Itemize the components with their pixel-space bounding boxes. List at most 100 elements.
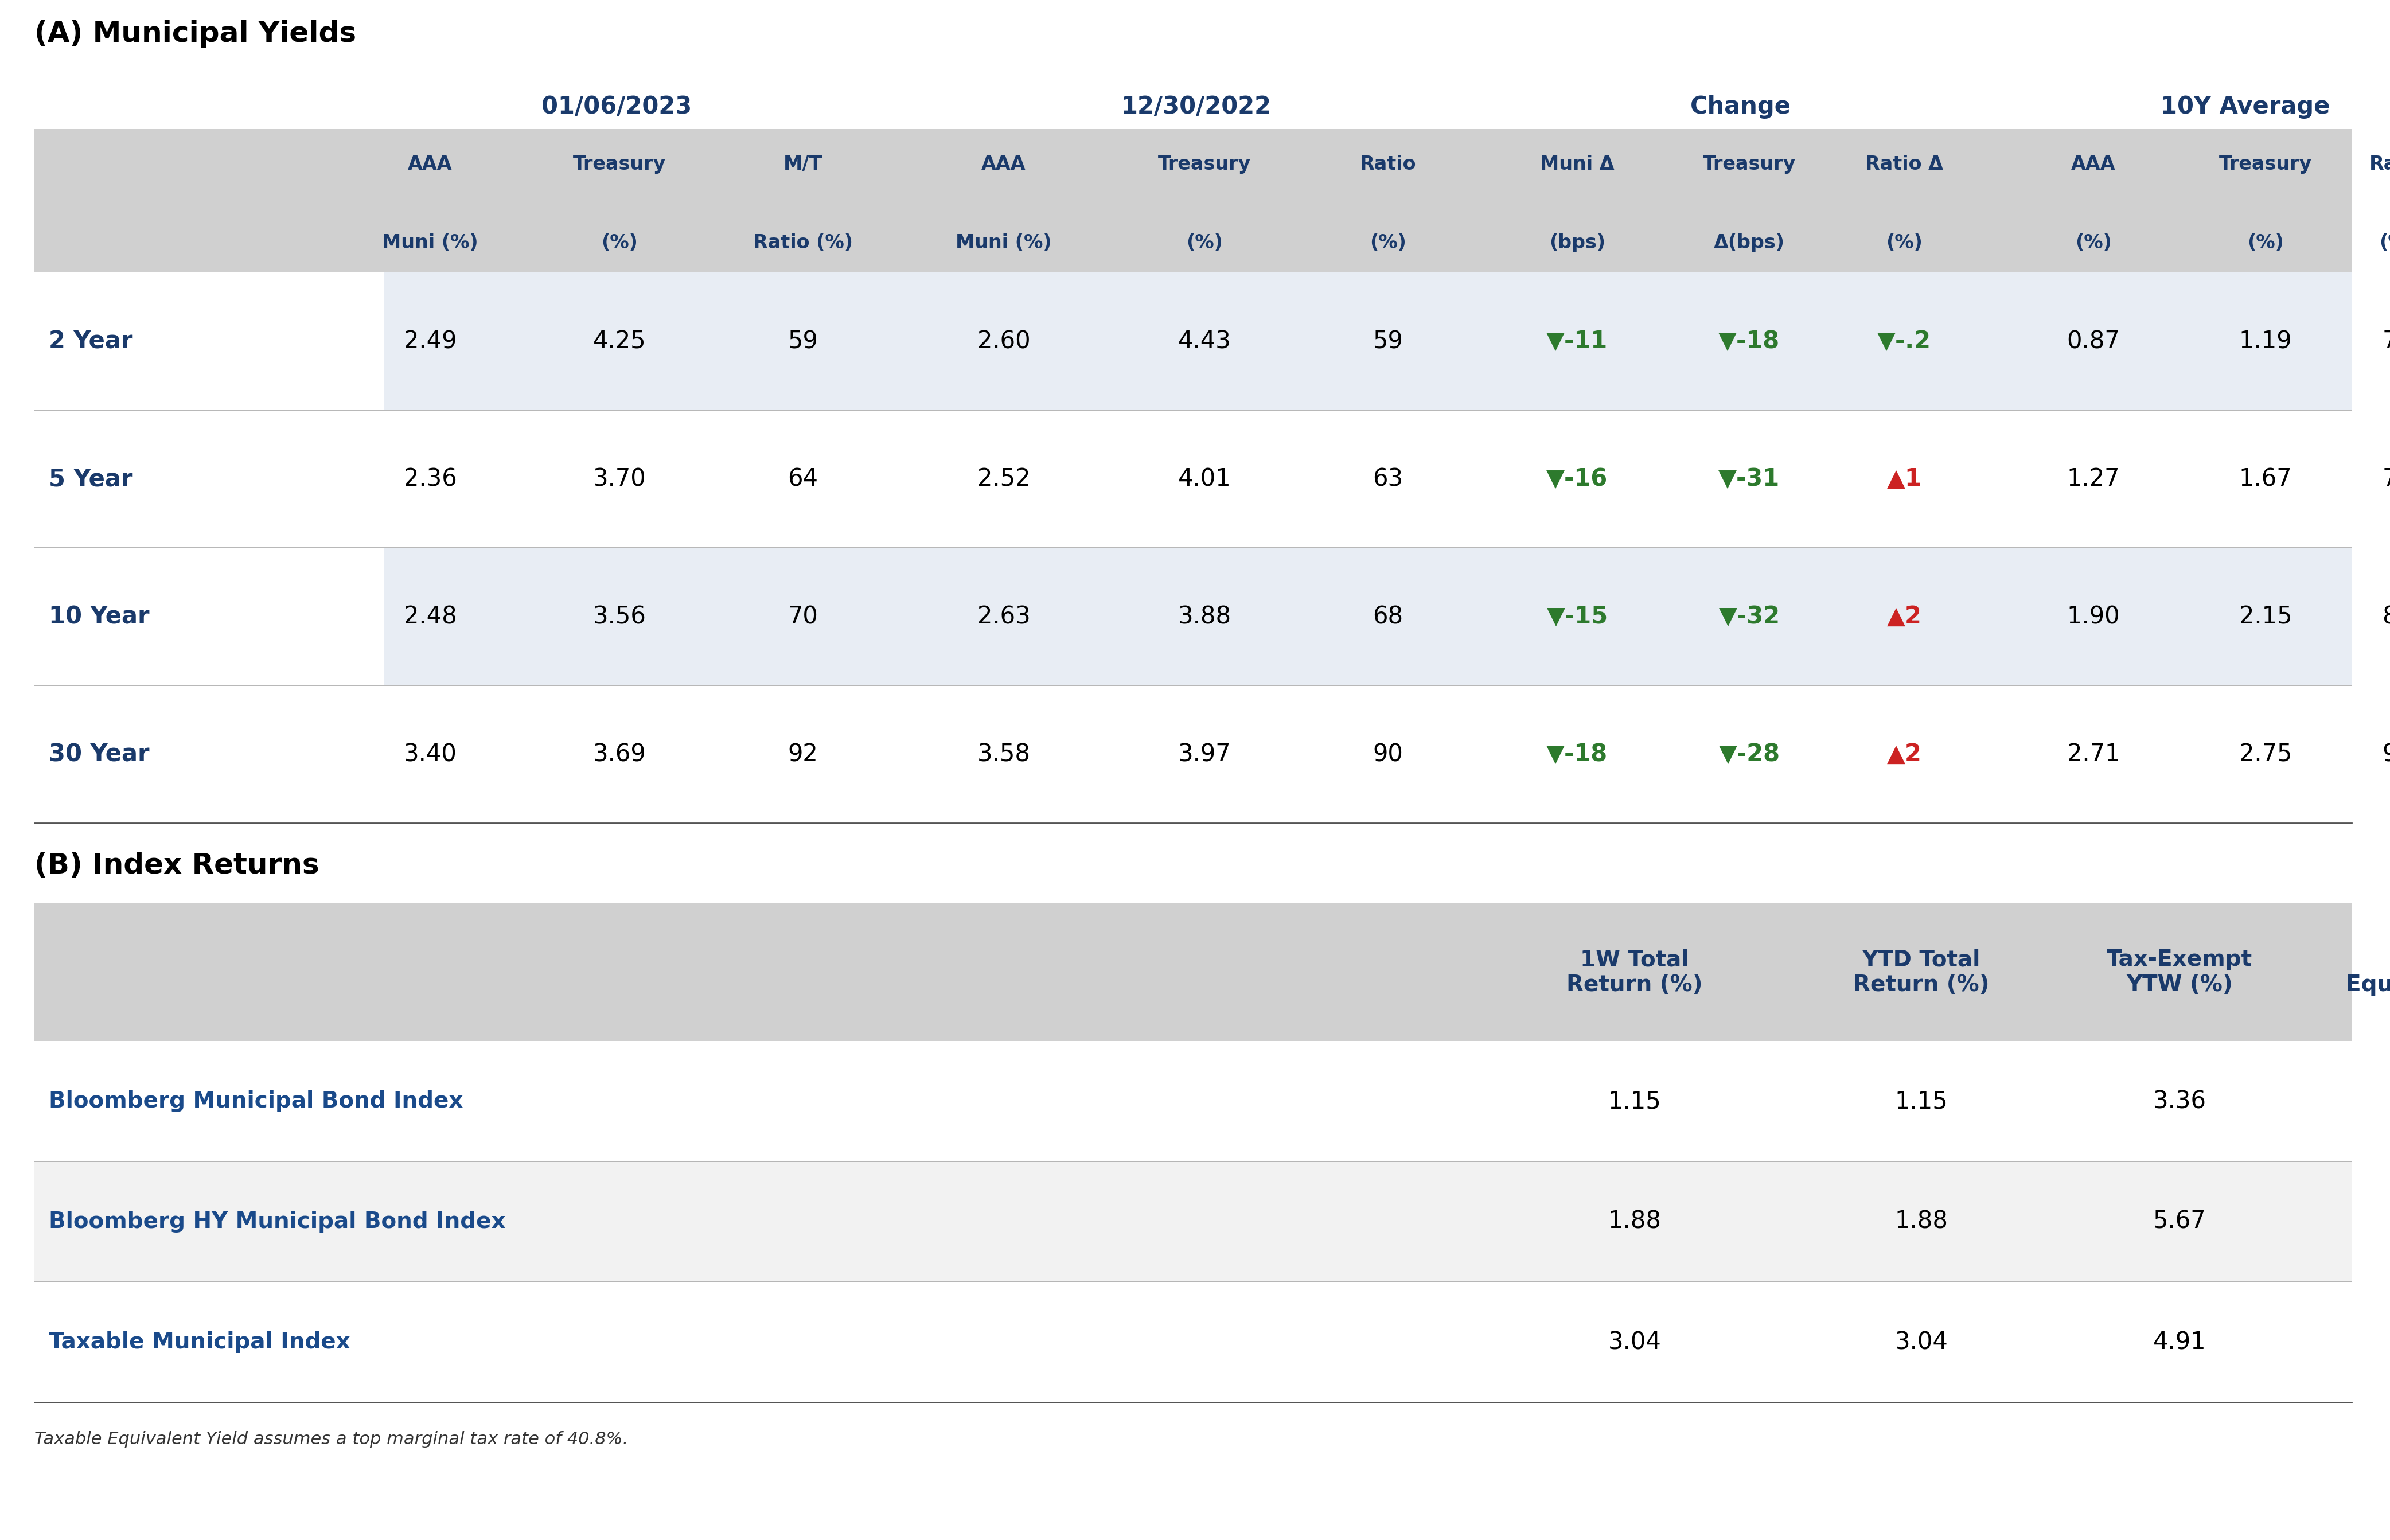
Text: Ratio (%): Ratio (%) xyxy=(753,234,853,253)
Text: Bloomberg Municipal Bond Index: Bloomberg Municipal Bond Index xyxy=(48,1090,464,1112)
Text: 10 Year: 10 Year xyxy=(48,605,151,628)
Text: (%): (%) xyxy=(2378,234,2390,253)
Text: ▼-11: ▼-11 xyxy=(1546,330,1608,353)
Text: 3.36: 3.36 xyxy=(2153,1089,2206,1113)
Text: 76: 76 xyxy=(2383,467,2390,491)
Text: 4.43: 4.43 xyxy=(1178,330,1231,353)
Text: 1.88: 1.88 xyxy=(1895,1209,1948,1234)
Text: 90: 90 xyxy=(1372,742,1403,767)
FancyBboxPatch shape xyxy=(385,410,2352,548)
Text: 12/30/2022: 12/30/2022 xyxy=(1121,94,1271,119)
Text: Treasury: Treasury xyxy=(1157,156,1250,174)
Text: 3.88: 3.88 xyxy=(1178,605,1231,628)
FancyBboxPatch shape xyxy=(33,904,2352,1041)
Text: 0.87: 0.87 xyxy=(2067,330,2120,353)
FancyBboxPatch shape xyxy=(33,273,385,410)
Text: AAA: AAA xyxy=(2072,156,2115,174)
Text: 5.67: 5.67 xyxy=(2153,1209,2206,1234)
Text: 70: 70 xyxy=(789,605,817,628)
Text: Muni (%): Muni (%) xyxy=(382,234,478,253)
Text: 4.25: 4.25 xyxy=(593,330,645,353)
Text: 3.04: 3.04 xyxy=(1608,1331,1661,1354)
Text: Taxable
Equiv YTW (%): Taxable Equiv YTW (%) xyxy=(2347,949,2390,996)
Text: 2.75: 2.75 xyxy=(2239,742,2292,767)
Text: (A) Municipal Yields: (A) Municipal Yields xyxy=(33,20,356,48)
Text: Change: Change xyxy=(1690,94,1790,119)
FancyBboxPatch shape xyxy=(33,1041,2352,1161)
Text: ▲1: ▲1 xyxy=(1886,467,1922,491)
Text: ▲2: ▲2 xyxy=(1886,605,1922,628)
Text: (%): (%) xyxy=(1369,234,1405,253)
FancyBboxPatch shape xyxy=(33,410,385,548)
Text: (%): (%) xyxy=(2247,234,2285,253)
Text: 3.56: 3.56 xyxy=(593,605,645,628)
Text: (%): (%) xyxy=(602,234,638,253)
Text: 3.40: 3.40 xyxy=(404,742,456,767)
Text: 2.60: 2.60 xyxy=(978,330,1030,353)
Text: 98: 98 xyxy=(2383,742,2390,767)
Text: 01/06/2023: 01/06/2023 xyxy=(543,94,691,119)
Text: (B) Index Returns: (B) Index Returns xyxy=(33,852,320,879)
Text: AAA: AAA xyxy=(982,156,1025,174)
Text: 2.52: 2.52 xyxy=(978,467,1030,491)
Text: (%): (%) xyxy=(1185,234,1224,253)
FancyBboxPatch shape xyxy=(385,548,2352,685)
Text: 2.63: 2.63 xyxy=(978,605,1030,628)
Text: (bps): (bps) xyxy=(1549,234,1606,253)
Text: Muni (%): Muni (%) xyxy=(956,234,1052,253)
Text: 1.88: 1.88 xyxy=(1608,1209,1661,1234)
Text: 1.15: 1.15 xyxy=(1608,1089,1661,1113)
FancyBboxPatch shape xyxy=(33,1161,2352,1281)
Text: 92: 92 xyxy=(789,742,817,767)
Text: 1W Total
Return (%): 1W Total Return (%) xyxy=(1565,949,1702,996)
Text: ▼-32: ▼-32 xyxy=(1718,605,1781,628)
Text: 2.36: 2.36 xyxy=(404,467,456,491)
Text: 2.49: 2.49 xyxy=(404,330,456,353)
Text: Ratio Δ: Ratio Δ xyxy=(1864,156,1943,174)
Text: M/T: M/T xyxy=(784,156,822,174)
Text: Taxable Municipal Index: Taxable Municipal Index xyxy=(48,1331,351,1354)
Text: 88: 88 xyxy=(2383,605,2390,628)
FancyBboxPatch shape xyxy=(385,273,2352,410)
Text: ▼-28: ▼-28 xyxy=(1718,742,1781,767)
Text: 4.01: 4.01 xyxy=(1178,467,1231,491)
FancyBboxPatch shape xyxy=(33,685,385,822)
Text: 4.91: 4.91 xyxy=(2153,1331,2206,1354)
Text: Ratio: Ratio xyxy=(1360,156,1417,174)
Text: Δ(bps): Δ(bps) xyxy=(1714,234,1785,253)
Text: 5 Year: 5 Year xyxy=(48,467,134,491)
FancyBboxPatch shape xyxy=(33,548,385,685)
Text: Ratio: Ratio xyxy=(2368,156,2390,174)
Text: ▼-31: ▼-31 xyxy=(1718,467,1781,491)
Text: 1.19: 1.19 xyxy=(2239,330,2292,353)
Text: 59: 59 xyxy=(1372,330,1403,353)
Text: Bloomberg HY Municipal Bond Index: Bloomberg HY Municipal Bond Index xyxy=(48,1210,507,1232)
Text: Treasury: Treasury xyxy=(1702,156,1795,174)
Text: 2.71: 2.71 xyxy=(2067,742,2120,767)
Text: 2.48: 2.48 xyxy=(404,605,456,628)
Text: 3.69: 3.69 xyxy=(593,742,645,767)
Text: 3.97: 3.97 xyxy=(1178,742,1231,767)
Text: 1.67: 1.67 xyxy=(2239,467,2292,491)
Text: 74: 74 xyxy=(2383,330,2390,353)
Text: ▼-16: ▼-16 xyxy=(1546,467,1608,491)
Text: 64: 64 xyxy=(789,467,817,491)
Text: 3.58: 3.58 xyxy=(978,742,1030,767)
Text: 68: 68 xyxy=(1372,605,1403,628)
Text: 63: 63 xyxy=(1372,467,1403,491)
Text: 1.15: 1.15 xyxy=(1895,1089,1948,1113)
Text: YTD Total
Return (%): YTD Total Return (%) xyxy=(1852,949,1988,996)
Text: Muni Δ: Muni Δ xyxy=(1539,156,1616,174)
Text: Taxable Equivalent Yield assumes a top marginal tax rate of 40.8%.: Taxable Equivalent Yield assumes a top m… xyxy=(33,1431,629,1448)
Text: Treasury: Treasury xyxy=(574,156,667,174)
FancyBboxPatch shape xyxy=(33,1281,2352,1403)
Text: ▼-15: ▼-15 xyxy=(1546,605,1608,628)
Text: ▼-.2: ▼-.2 xyxy=(1876,330,1931,353)
Text: ▼-18: ▼-18 xyxy=(1546,742,1608,767)
Text: Treasury: Treasury xyxy=(2218,156,2311,174)
FancyBboxPatch shape xyxy=(33,129,2352,273)
FancyBboxPatch shape xyxy=(385,685,2352,822)
Text: 10Y Average: 10Y Average xyxy=(2161,94,2330,119)
Text: 30 Year: 30 Year xyxy=(48,742,151,767)
Text: ▲2: ▲2 xyxy=(1886,742,1922,767)
